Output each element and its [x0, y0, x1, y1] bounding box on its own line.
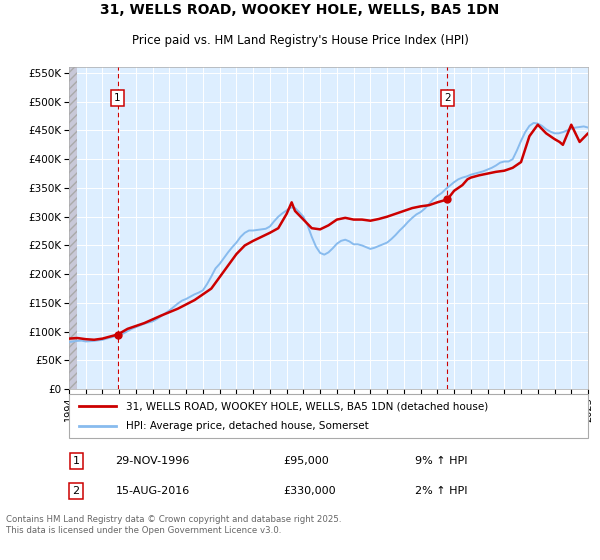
Text: 2: 2 — [444, 93, 451, 103]
Text: 1: 1 — [114, 93, 121, 103]
Text: 15-AUG-2016: 15-AUG-2016 — [115, 486, 190, 496]
Text: £95,000: £95,000 — [284, 456, 329, 466]
Text: 31, WELLS ROAD, WOOKEY HOLE, WELLS, BA5 1DN (detached house): 31, WELLS ROAD, WOOKEY HOLE, WELLS, BA5 … — [126, 401, 488, 411]
Text: 31, WELLS ROAD, WOOKEY HOLE, WELLS, BA5 1DN: 31, WELLS ROAD, WOOKEY HOLE, WELLS, BA5 … — [100, 3, 500, 17]
Text: Price paid vs. HM Land Registry's House Price Index (HPI): Price paid vs. HM Land Registry's House … — [131, 34, 469, 47]
Text: 29-NOV-1996: 29-NOV-1996 — [115, 456, 190, 466]
FancyBboxPatch shape — [69, 394, 588, 438]
Text: 2: 2 — [73, 486, 80, 496]
Text: 2% ↑ HPI: 2% ↑ HPI — [415, 486, 467, 496]
Text: 1: 1 — [73, 456, 80, 466]
Text: £330,000: £330,000 — [284, 486, 336, 496]
Text: HPI: Average price, detached house, Somerset: HPI: Average price, detached house, Some… — [126, 421, 369, 431]
Text: Contains HM Land Registry data © Crown copyright and database right 2025.
This d: Contains HM Land Registry data © Crown c… — [6, 515, 341, 535]
Text: 9% ↑ HPI: 9% ↑ HPI — [415, 456, 467, 466]
